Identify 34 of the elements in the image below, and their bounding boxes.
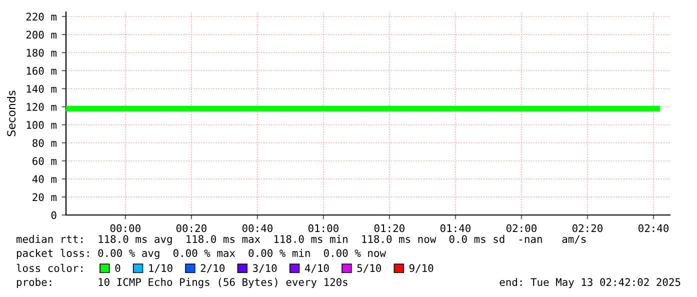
y-tick-label: 120 m [26,102,56,111]
y-tick-label: 200 m [26,30,56,39]
x-tick-label: 02:40 [638,224,669,232]
x-tick-label: 00:40 [242,224,272,232]
text: probe: 10 ICMP Echo Pings (56 Bytes) every 120s [16,278,348,288]
legend-label: 1/10 [149,264,172,273]
legend-label: 2/10 [200,264,225,273]
y-tick-label: 20 m [32,193,56,202]
y-tick-label: 100 m [26,121,56,129]
legend-label: 5/10 [357,264,382,273]
x-tick-label: 01:20 [374,224,404,232]
y-tick-label: 80 m [32,139,56,147]
legend-label: 3/10 [252,264,277,273]
text: packet loss: 0.00 % avg 0.00 % max 0.00 % min 0.00 % now [16,248,386,260]
x-tick-label: 00:20 [176,224,206,232]
legend-label: 4/10 [304,264,329,273]
y-tick-label: 140 m [26,84,56,93]
y-tick-label: 160 m [26,66,56,75]
x-tick-label: 02:20 [572,224,602,232]
legend-label: 9/10 [409,264,434,273]
x-tick-label: 02:00 [506,224,536,232]
legend-label: 0 [115,264,120,272]
x-tick-label: 01:40 [440,224,470,232]
y-tick-label: 180 m [26,48,56,57]
y-tick-label: 0 [51,211,56,220]
text: end: Tue May 13 02:42:02 2025 [500,278,680,288]
text: median rtt: 118.0 ms avg 118.0 ms max 118.0 ms min 118.0 ms now 0.0 ms sd -nan am/s [16,234,586,246]
legend-title: loss color: [16,264,82,272]
x-tick-label: 00:00 [110,224,140,232]
y-tick-label: 60 m [32,157,56,165]
y-axis-title: Seconds [6,90,16,136]
y-tick-label: 220 m [26,12,56,21]
x-tick-label: 01:00 [308,224,338,232]
y-tick-label: 40 m [32,175,56,184]
